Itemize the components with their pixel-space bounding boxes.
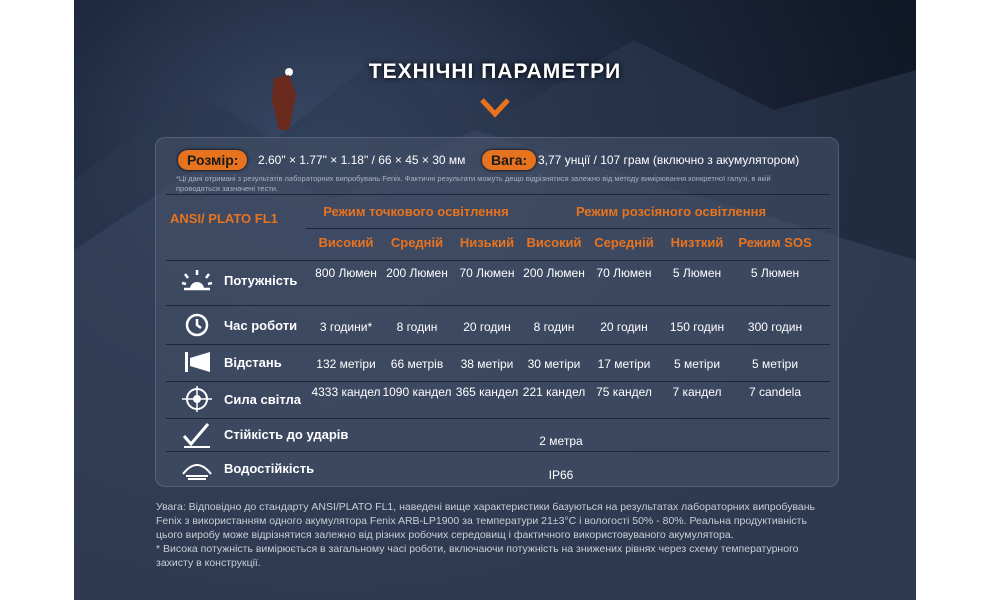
group-flood: Режим розсіяного освітлення [575,204,767,219]
page-title: ТЕХНІЧНІ ПАРАМЕТРИ [368,60,622,83]
group-spot: Режим точкового освітлення [323,204,509,219]
table-cell: 200 Люмен [386,266,448,280]
row-label: Сила світла [224,392,301,407]
table-cell: 365 кандел [455,385,519,399]
table-cell: 20 годин [600,320,648,334]
row-label-water: Водостійкість [224,461,315,476]
mode-header: Високий [318,235,374,250]
size-value: 2.60" × 1.77" × 1.18" / 66 × 45 × 30 мм [258,153,466,167]
table-cell: 7 кандел [672,385,722,399]
weight-value: 3,77 унції / 107 грам (включно з акумуля… [538,153,800,167]
table-cell: 200 Люмен [523,266,585,280]
table-cell: 75 кандел [596,385,652,399]
table-cell: 300 годин [747,320,803,334]
mode-header: Режим SOS [738,235,812,250]
table-cell: 5 метіри [751,357,799,371]
table-cell: 1090 кандел [382,385,452,399]
mode-header: Низький [459,235,515,250]
table-cell: 30 метіри [527,357,581,371]
footer-note-2: * Висока потужність вимірюється в загаль… [156,543,799,569]
mode-header: Високий [526,235,582,250]
target-icon [182,386,212,412]
clock-icon [185,313,209,337]
table-cell: 8 годин [533,320,575,334]
table-cell: 66 метрів [390,357,444,371]
weight-label: Вага: [482,150,537,170]
table-cell: 70 Люмен [459,266,515,280]
table-cell: 20 годин [463,320,511,334]
mode-header: Середній [594,235,654,250]
table-cell: 7 candela [748,385,802,399]
row-label: Відстань [224,355,282,370]
table-cell: 132 метіри [316,357,376,371]
table-cell: 800 Люмен [315,266,377,280]
table-corner: ANSI/ PLATO FL1 [170,211,278,226]
mode-header: Средній [390,235,444,250]
table-cell: 150 годин [669,320,725,334]
row-label: Час роботи [224,318,298,333]
table-cell: 4333 кандел [311,385,381,399]
table-cell: 8 годин [396,320,438,334]
table-cell: 38 метіри [460,357,514,371]
footer-note-1: Увага: Відповідно до стандарту ANSI/PLAT… [156,501,816,541]
lab-note: *Ці дані отримані з результатів лаборато… [176,174,771,193]
row-label-impact: Стійкість до ударів [224,427,349,442]
impact-icon [182,423,210,448]
mode-header: Низткий [670,235,724,250]
row-label: Потужність [224,273,298,288]
impact-value: 2 метра [539,434,583,448]
table-cell: 5 Люмен [750,266,800,280]
table-cell: 3 години* [319,320,373,334]
chevron-down-icon [480,98,510,118]
table-cell: 221 кандел [522,385,586,399]
table-cell: 5 Люмен [672,266,722,280]
size-label: Розмір: [178,150,248,170]
table-cell: 70 Люмен [596,266,652,280]
table-cell: 5 метіри [673,357,721,371]
poster: ТЕХНІЧНІ ПАРАМЕТРИ Розмір: 2.60" × 1.77"… [74,0,916,600]
distance-icon [185,352,210,372]
brightness-icon [181,270,213,291]
spec-panel: Розмір: 2.60" × 1.77" × 1.18" / 66 × 45 … [155,137,839,487]
footer-notes: Увага: Відповідно до стандарту ANSI/PLAT… [156,500,836,570]
table-cell: 17 метіри [597,357,651,371]
water-value: IP66 [548,468,574,482]
water-icon [182,464,212,480]
